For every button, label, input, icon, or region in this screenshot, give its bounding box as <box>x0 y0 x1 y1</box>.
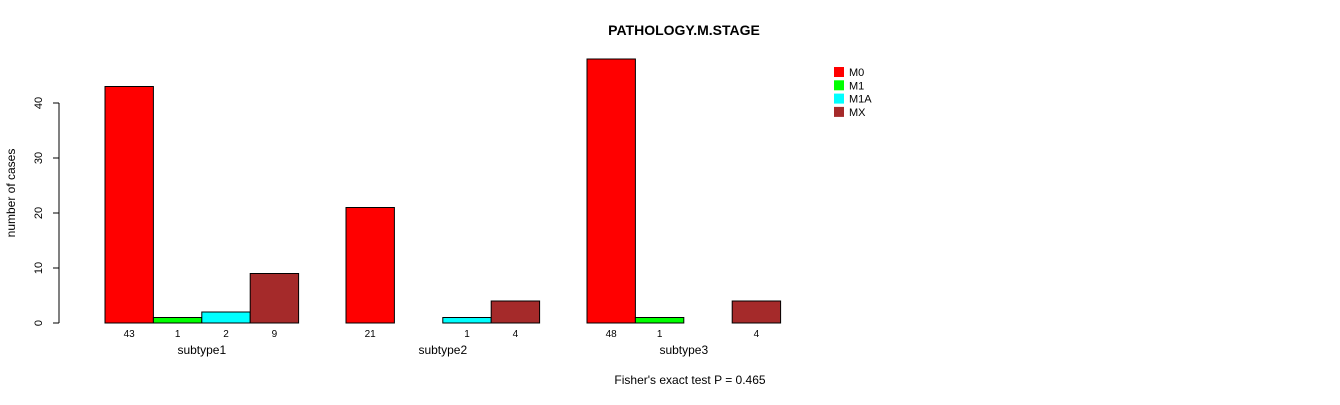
y-tick-label: 40 <box>33 97 45 109</box>
legend-label: MX <box>849 107 866 119</box>
bar-m1a-subtype2 <box>442 317 492 324</box>
bar-mx-subtype2 <box>490 300 541 324</box>
legend-label: M1A <box>849 94 872 106</box>
bar-value-label: 1 <box>175 329 181 340</box>
y-axis-label: number of cases <box>4 149 18 238</box>
bar-value-label: 4 <box>513 329 519 340</box>
bar-value-label: 48 <box>606 329 618 340</box>
x-category-label: subtype1 <box>177 343 226 357</box>
x-category-label: subtype2 <box>418 343 467 357</box>
y-tick-label: 30 <box>33 152 45 164</box>
legend-swatch-mx <box>834 106 844 117</box>
bar-value-label: 43 <box>124 329 136 340</box>
bars: 43 1 2 9 subtype1 21 1 4 subtype2 48 1 4 subtype3 <box>104 58 782 357</box>
legend-swatch-m1a <box>834 93 844 104</box>
legend-label: M0 <box>849 67 864 79</box>
legend-label: M1 <box>849 80 864 92</box>
bar-mx-subtype3 <box>731 300 782 324</box>
x-category-label: subtype3 <box>659 343 708 357</box>
bar-value-label: 2 <box>223 329 229 340</box>
bar-m0-subtype2 <box>345 207 395 324</box>
legend-swatch-m1 <box>834 80 844 91</box>
bar-value-label: 1 <box>657 329 663 340</box>
bar-value-label: 9 <box>272 329 278 340</box>
bar-mx-subtype1 <box>249 273 300 324</box>
y-tick-label: 0 <box>33 320 45 326</box>
bar-m1a-subtype1 <box>201 311 251 324</box>
y-axis: 0 10 20 30 40 <box>33 97 60 326</box>
bar-value-label: 4 <box>754 329 760 340</box>
bar-m0-subtype1 <box>104 86 154 324</box>
bar-m0-subtype3 <box>586 58 636 324</box>
bar-value-label: 21 <box>365 329 377 340</box>
bar-value-label: 1 <box>464 329 470 340</box>
y-tick-label: 10 <box>33 262 45 274</box>
legend-swatch-m0 <box>834 67 844 77</box>
chart-title: PATHOLOGY.M.STAGE <box>608 22 760 38</box>
bar-m1-subtype3 <box>634 317 685 324</box>
bar-m1-subtype1 <box>152 317 203 324</box>
footnote: Fisher's exact test P = 0.465 <box>614 373 765 387</box>
y-tick-label: 20 <box>33 207 45 219</box>
